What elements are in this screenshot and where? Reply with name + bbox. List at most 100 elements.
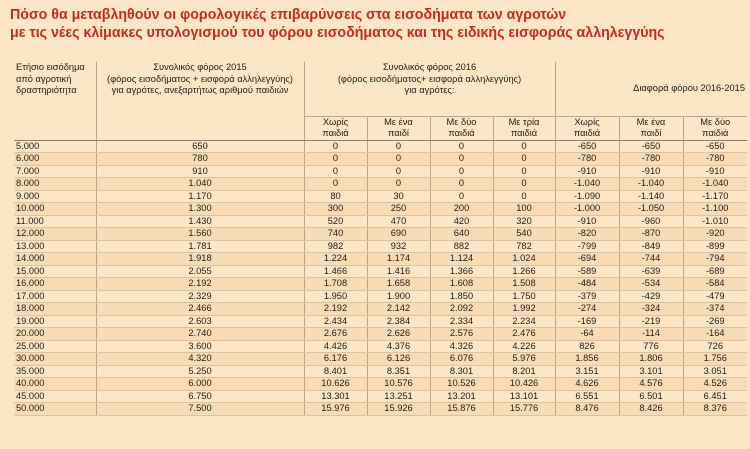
tax-2016-no-children-cell: 10.626 (304, 377, 368, 391)
tax-2016-two-children-cell: 1.608 (430, 277, 494, 291)
income-header: Ετήσιο εισόδημα από αγροτική δραστηριότη… (14, 62, 97, 141)
diff-no-children-cell: 8.476 (555, 402, 620, 416)
table-row: 10.000 1.300 300 250 200 100 -1.000 -1.050 -1.10… (14, 202, 748, 216)
tax-2016-one-child-cell: 932 (367, 240, 431, 253)
tax-2016-no-children-cell: 2.676 (304, 327, 368, 341)
tax-2016-three-children-cell: 15.776 (493, 402, 556, 416)
tax-2016-no-children-cell: 300 (304, 202, 368, 216)
table-row: 5.000 650 0 0 0 0 -650 -650 -650 (14, 140, 748, 153)
diff-two-children-cell: 8.376 (683, 402, 748, 416)
diff-no-children-cell: -64 (555, 327, 620, 341)
tax-2016-no-children-cell: 80 (304, 190, 368, 203)
diff-no-children-cell: 826 (555, 340, 620, 353)
tax2016-one-child-header: Με ένα παιδί (367, 115, 431, 141)
tax-2015-cell: 7.500 (96, 402, 305, 416)
tax-2016-three-children-cell: 2.476 (493, 327, 556, 341)
diff-two-children-header: Με δύο παιδιά (683, 115, 748, 141)
tax-2016-two-children-cell: 2.092 (430, 302, 494, 316)
tax-2015-cell: 1.430 (96, 215, 305, 228)
diff-two-children-cell: -1.040 (683, 177, 748, 191)
tax-2015-cell: 1.781 (96, 240, 305, 253)
tax-2015-cell: 1.918 (96, 252, 305, 266)
diff-two-children-cell: -164 (683, 327, 748, 341)
tax-2016-one-child-cell: 13.251 (367, 390, 431, 403)
tax-2016-one-child-cell: 2.142 (367, 302, 431, 316)
tax-2016-one-child-cell: 470 (367, 215, 431, 228)
table-row: 50.000 7.500 15.976 15.926 15.876 15.776 8.476… (14, 402, 748, 416)
diff-two-children-cell: -1.170 (683, 190, 748, 203)
tax-2015-cell: 780 (96, 152, 305, 166)
diff-one-child-cell: -1.050 (619, 202, 684, 216)
income-cell: 30.000 (14, 352, 97, 366)
table-row: 30.000 4.320 6.176 6.126 6.076 5.976 1.856 1.80… (14, 352, 748, 366)
income-cell: 5.000 (14, 140, 97, 153)
tax-2015-cell: 6.750 (96, 390, 305, 403)
diff-two-children-cell: -1.100 (683, 202, 748, 216)
tax-2016-two-children-cell: 10.526 (430, 377, 494, 391)
tax-2016-two-children-cell: 1.366 (430, 265, 494, 278)
tax-2016-one-child-cell: 690 (367, 227, 431, 241)
tax-2015-cell: 1.300 (96, 202, 305, 216)
diff-one-child-cell: -870 (619, 227, 684, 241)
diff-no-children-cell: -780 (555, 152, 620, 166)
diff-no-children-cell: 1.856 (555, 352, 620, 366)
diff-one-child-cell: -849 (619, 240, 684, 253)
tax-2016-two-children-cell: 2.576 (430, 327, 494, 341)
diff-no-children-cell: -589 (555, 265, 620, 278)
income-cell: 12.000 (14, 227, 97, 241)
tax-2016-one-child-cell: 250 (367, 202, 431, 216)
tax-2016-three-children-cell: 0 (493, 177, 556, 191)
diff-no-children-cell: 6.551 (555, 390, 620, 403)
income-cell: 8.000 (14, 177, 97, 191)
tax-2016-two-children-cell: 13.201 (430, 390, 494, 403)
diff-no-children-cell: -694 (555, 252, 620, 266)
tax-2016-three-children-cell: 5.976 (493, 352, 556, 366)
tax-2016-no-children-cell: 0 (304, 177, 368, 191)
tax2016-no-children-header: Χωρίς παιδιά (304, 115, 368, 141)
tax2016-two-children-header: Με δύο παιδιά (430, 115, 494, 141)
tax-2016-one-child-cell: 0 (367, 140, 431, 153)
table-row: 17.000 2.329 1.950 1.900 1.850 1.750 -379 -429-… (14, 290, 748, 303)
income-cell: 10.000 (14, 202, 97, 216)
income-cell: 14.000 (14, 252, 97, 266)
table-row: 15.000 2.055 1.466 1.416 1.366 1.266 -589 -639-… (14, 265, 748, 278)
diff-one-child-cell: -219 (619, 315, 684, 328)
tax-2016-one-child-cell: 8.351 (367, 365, 431, 378)
tax-2016-one-child-cell: 2.626 (367, 327, 431, 341)
table-row: 6.000 780 0 0 0 0 -780 -780 -780 (14, 152, 748, 166)
income-cell: 17.000 (14, 290, 97, 303)
tax-2016-three-children-cell: 10.426 (493, 377, 556, 391)
diff-one-child-cell: 3.101 (619, 365, 684, 378)
diff-one-child-cell: 6.501 (619, 390, 684, 403)
tax-2016-no-children-cell: 0 (304, 152, 368, 166)
tax-2016-one-child-cell: 1.658 (367, 277, 431, 291)
diff-two-children-cell: -794 (683, 252, 748, 266)
tax-2016-three-children-cell: 8.201 (493, 365, 556, 378)
income-cell: 50.000 (14, 402, 97, 416)
diff-two-children-cell: -269 (683, 315, 748, 328)
diff-one-child-cell: -429 (619, 290, 684, 303)
tax-2016-no-children-cell: 1.224 (304, 252, 368, 266)
tax-2016-one-child-cell: 15.926 (367, 402, 431, 416)
diff-two-children-cell: 1.756 (683, 352, 748, 366)
table-row: 20.000 2.740 2.676 2.626 2.576 2.476 -64 -114 -1… (14, 327, 748, 341)
income-cell: 11.000 (14, 215, 97, 228)
tax-2016-three-children-cell: 540 (493, 227, 556, 241)
table-title: Πόσο θα μεταβληθούν οι φορολογικές επιβα… (10, 6, 730, 42)
income-cell: 9.000 (14, 190, 97, 203)
tax-2016-two-children-cell: 882 (430, 240, 494, 253)
diff-two-children-cell: -910 (683, 165, 748, 178)
diff-no-children-cell: -1.000 (555, 202, 620, 216)
income-cell: 45.000 (14, 390, 97, 403)
tax-2016-three-children-cell: 0 (493, 165, 556, 178)
diff-one-child-cell: -744 (619, 252, 684, 266)
tax-2016-no-children-cell: 0 (304, 140, 368, 153)
diff-no-children-cell: -820 (555, 227, 620, 241)
diff-one-child-header: Με ένα παιδί (619, 115, 684, 141)
tax-2016-no-children-cell: 8.401 (304, 365, 368, 378)
diff-two-children-cell: 3.051 (683, 365, 748, 378)
tax-2016-one-child-cell: 1.900 (367, 290, 431, 303)
tax-2016-no-children-cell: 2.192 (304, 302, 368, 316)
tax-2015-cell: 5.250 (96, 365, 305, 378)
diff-two-children-cell: -584 (683, 277, 748, 291)
